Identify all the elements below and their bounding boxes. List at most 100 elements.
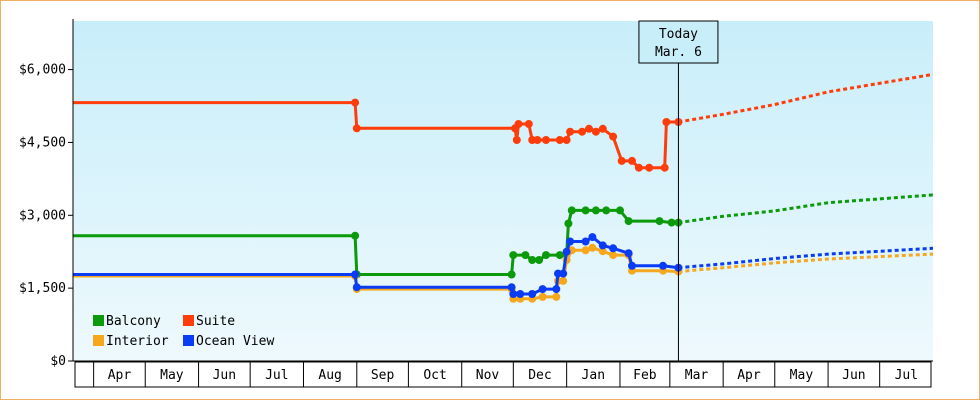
balcony-point[interactable] <box>667 218 676 227</box>
month-label: Apr <box>737 368 761 383</box>
ocean-view-forecast-line <box>678 246 934 270</box>
ocean-view-point[interactable] <box>659 261 667 270</box>
balcony-point[interactable] <box>616 206 624 215</box>
ocean-view-point[interactable] <box>509 290 518 298</box>
balcony-point[interactable] <box>567 206 576 215</box>
suite-point[interactable] <box>352 124 361 133</box>
y-tick-label: $6,000 <box>19 63 66 78</box>
balcony-point[interactable] <box>655 217 664 226</box>
axes <box>72 19 933 362</box>
suite-point[interactable] <box>609 132 618 141</box>
suite-point[interactable] <box>660 163 669 172</box>
interior-point[interactable] <box>588 243 597 252</box>
month-label: Dec <box>528 368 551 383</box>
interior-point[interactable] <box>609 251 618 260</box>
legend-item-suite: Suite <box>183 314 235 329</box>
balcony-point[interactable] <box>509 251 518 260</box>
suite-point[interactable] <box>351 98 360 107</box>
month-label: Nov <box>476 368 500 383</box>
ocean-view-point[interactable] <box>624 249 633 258</box>
y-axis-ticks: $0 $1,500 $3,000 $4,500 $6,000 <box>19 63 73 369</box>
balcony-point[interactable] <box>581 206 590 215</box>
ocean-view-point[interactable] <box>516 290 525 298</box>
legend-item-balcony: Balcony <box>93 314 161 329</box>
balcony-point[interactable] <box>564 219 573 228</box>
month-label: Jun <box>213 368 236 383</box>
suite-point[interactable] <box>514 120 523 128</box>
suite-point[interactable] <box>533 136 542 144</box>
balcony-point[interactable] <box>521 251 530 260</box>
ocean-view-point[interactable] <box>528 290 537 298</box>
legend: Balcony Suite Interior Ocean View <box>93 314 274 349</box>
balcony-point[interactable] <box>535 256 544 264</box>
suite-point[interactable] <box>585 124 593 133</box>
today-date-label: Mar. 6 <box>655 45 702 60</box>
ocean-view-point[interactable] <box>552 285 561 294</box>
legend-label: Balcony <box>106 314 161 329</box>
month-label: Jun <box>842 368 865 383</box>
suite-point[interactable] <box>645 163 654 172</box>
ocean-view-point[interactable] <box>352 283 361 292</box>
suite-point[interactable] <box>628 156 636 165</box>
legend-swatch <box>93 335 104 346</box>
suite-point[interactable] <box>617 156 626 165</box>
today-label: Today <box>659 27 698 42</box>
ocean-view-series <box>73 233 683 298</box>
interior-forecast-line <box>678 252 934 274</box>
forecast-lines <box>678 72 934 274</box>
month-label: Apr <box>108 368 132 383</box>
balcony-point[interactable] <box>602 206 611 215</box>
suite-point[interactable] <box>598 124 607 133</box>
balcony-point[interactable] <box>528 256 537 264</box>
today-callout <box>638 20 719 64</box>
suite-point[interactable] <box>662 118 671 126</box>
ocean-view-point[interactable] <box>351 270 360 279</box>
legend-label: Interior <box>106 334 169 349</box>
balcony-point[interactable] <box>555 251 564 260</box>
legend-label: Ocean View <box>196 334 274 349</box>
ocean-view-point[interactable] <box>538 285 547 294</box>
ocean-view-point[interactable] <box>507 283 516 292</box>
suite-point[interactable] <box>591 127 600 136</box>
ocean-view-point[interactable] <box>562 247 571 256</box>
balcony-point[interactable] <box>351 231 360 240</box>
suite-point[interactable] <box>512 136 521 144</box>
suite-point[interactable] <box>578 127 587 136</box>
month-axis-band <box>74 361 932 388</box>
ocean-view-point[interactable] <box>581 237 590 246</box>
ocean-view-point[interactable] <box>588 233 597 242</box>
suite-point[interactable] <box>634 163 643 172</box>
interior-point[interactable] <box>552 292 561 301</box>
balcony-forecast-line <box>678 193 934 225</box>
legend-swatch <box>93 315 104 326</box>
month-label: Jul <box>265 368 288 383</box>
month-label: May <box>160 368 184 383</box>
ocean-view-point[interactable] <box>598 241 607 250</box>
y-tick-label: $3,000 <box>19 208 66 223</box>
ocean-view-point[interactable] <box>628 261 636 270</box>
interior-point[interactable] <box>598 247 607 256</box>
interior-point[interactable] <box>559 276 568 285</box>
balcony-point[interactable] <box>507 270 516 279</box>
suite-point[interactable] <box>555 136 564 144</box>
balcony-point[interactable] <box>542 251 550 260</box>
y-tick-label: $4,500 <box>19 135 66 150</box>
legend-swatch <box>183 335 194 346</box>
ocean-view-point[interactable] <box>566 237 575 246</box>
suite-series <box>73 98 683 172</box>
month-label: Oct <box>423 368 446 383</box>
ocean-view-point[interactable] <box>609 244 618 253</box>
suite-point[interactable] <box>566 127 575 136</box>
legend-item-ocean-view: Ocean View <box>183 334 274 349</box>
ocean-view-point[interactable] <box>559 269 568 278</box>
interior-point[interactable] <box>538 292 547 301</box>
suite-point[interactable] <box>524 120 533 128</box>
balcony-point[interactable] <box>624 217 633 226</box>
month-label: Mar <box>685 368 709 383</box>
interior-point[interactable] <box>581 246 590 255</box>
balcony-point[interactable] <box>591 206 600 215</box>
suite-point[interactable] <box>542 136 550 144</box>
suite-point[interactable] <box>562 136 571 144</box>
legend-label: Suite <box>196 314 235 329</box>
